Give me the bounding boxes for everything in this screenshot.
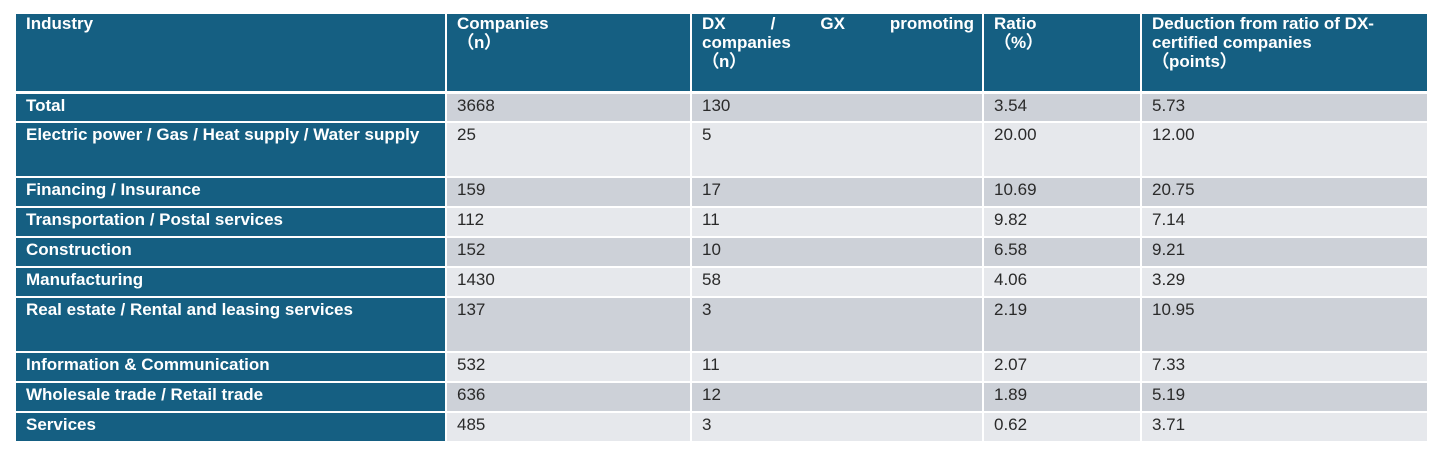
industry-cell: Construction xyxy=(16,237,447,268)
companies-cell: 152 xyxy=(446,237,692,268)
header-deduction: Deduction from ratio of DX- certified co… xyxy=(1141,14,1427,94)
promoting-cell: 17 xyxy=(691,177,984,208)
header-companies-label: Companies xyxy=(457,14,549,33)
table-row: Electric power / Gas / Heat supply / Wat… xyxy=(16,122,1427,178)
header-promoting-word: DX xyxy=(702,14,726,33)
industry-cell: Total xyxy=(16,92,447,123)
deduction-cell: 7.33 xyxy=(1141,352,1427,383)
header-industry: Industry xyxy=(16,14,447,94)
table-row: Services 485 3 0.62 3.71 xyxy=(16,412,1427,443)
industry-table: Industry Companies （n） DX / GX promoting co… xyxy=(16,14,1427,443)
ratio-cell: 0.62 xyxy=(983,412,1142,443)
ratio-cell: 3.54 xyxy=(983,92,1142,123)
industry-cell: Manufacturing xyxy=(16,267,447,298)
ratio-cell: 6.58 xyxy=(983,237,1142,268)
header-ratio: Ratio （%） xyxy=(983,14,1142,94)
companies-cell: 137 xyxy=(446,297,692,353)
deduction-cell: 9.21 xyxy=(1141,237,1427,268)
industry-cell: Real estate / Rental and leasing service… xyxy=(16,297,447,353)
header-promoting-word: GX xyxy=(820,14,845,33)
header-promoting-word: promoting xyxy=(889,14,974,33)
industry-cell: Transportation / Postal services xyxy=(16,207,447,238)
deduction-cell: 20.75 xyxy=(1141,177,1427,208)
header-ratio-unit: （%） xyxy=(994,33,1044,52)
table-row: Manufacturing 1430 58 4.06 3.29 xyxy=(16,267,1427,298)
deduction-cell: 12.00 xyxy=(1141,122,1427,178)
table-row: Transportation / Postal services 112 11 9.8… xyxy=(16,207,1427,238)
header-promoting-label-2: companies xyxy=(702,33,791,52)
companies-cell: 25 xyxy=(446,122,692,178)
table-row: Real estate / Rental and leasing service… xyxy=(16,297,1427,353)
ratio-cell: 2.19 xyxy=(983,297,1142,353)
table-row: Wholesale trade / Retail trade 636 12 1.89 5… xyxy=(16,382,1427,413)
header-companies-unit: （n） xyxy=(457,33,502,52)
header-deduction-label-2: certified companies xyxy=(1152,33,1312,52)
promoting-cell: 10 xyxy=(691,237,984,268)
industry-cell: Services xyxy=(16,412,447,443)
ratio-cell: 4.06 xyxy=(983,267,1142,298)
ratio-cell: 10.69 xyxy=(983,177,1142,208)
header-promoting: DX / GX promoting companies （n） xyxy=(691,14,984,94)
deduction-cell: 3.71 xyxy=(1141,412,1427,443)
promoting-cell: 3 xyxy=(691,297,984,353)
deduction-cell: 5.73 xyxy=(1141,92,1427,123)
header-deduction-label: Deduction from ratio of DX- xyxy=(1152,14,1374,33)
industry-cell: Wholesale trade / Retail trade xyxy=(16,382,447,413)
ratio-cell: 9.82 xyxy=(983,207,1142,238)
companies-cell: 532 xyxy=(446,352,692,383)
promoting-cell: 11 xyxy=(691,207,984,238)
header-promoting-word: / xyxy=(770,14,776,33)
industry-cell: Information & Communication xyxy=(16,352,447,383)
header-ratio-label: Ratio xyxy=(994,14,1037,33)
ratio-cell: 1.89 xyxy=(983,382,1142,413)
table-body: Total 3668 130 3.54 5.73 Electric power / Gas… xyxy=(16,92,1427,443)
industry-cell: Financing / Insurance xyxy=(16,177,447,208)
table-row: Information & Communication 532 11 2.07 7.33 xyxy=(16,352,1427,383)
companies-cell: 1430 xyxy=(446,267,692,298)
promoting-cell: 58 xyxy=(691,267,984,298)
table-row: Construction 152 10 6.58 9.21 xyxy=(16,237,1427,268)
table-row: Financing / Insurance 159 17 10.69 20.75 xyxy=(16,177,1427,208)
ratio-cell: 2.07 xyxy=(983,352,1142,383)
header-deduction-unit: （points） xyxy=(1152,52,1237,71)
header-promoting-label: DX / GX promoting xyxy=(702,14,974,33)
header-companies: Companies （n） xyxy=(446,14,692,94)
table-header-row: Industry Companies （n） DX / GX promoting co… xyxy=(16,14,1427,94)
companies-cell: 112 xyxy=(446,207,692,238)
promoting-cell: 11 xyxy=(691,352,984,383)
deduction-cell: 5.19 xyxy=(1141,382,1427,413)
companies-cell: 485 xyxy=(446,412,692,443)
deduction-cell: 3.29 xyxy=(1141,267,1427,298)
promoting-cell: 12 xyxy=(691,382,984,413)
header-promoting-unit: （n） xyxy=(702,52,747,71)
header-industry-label: Industry xyxy=(26,14,94,33)
table-row: Total 3668 130 3.54 5.73 xyxy=(16,92,1427,123)
deduction-cell: 7.14 xyxy=(1141,207,1427,238)
industry-cell: Electric power / Gas / Heat supply / Wat… xyxy=(16,122,447,178)
promoting-cell: 5 xyxy=(691,122,984,178)
ratio-cell: 20.00 xyxy=(983,122,1142,178)
companies-cell: 636 xyxy=(446,382,692,413)
companies-cell: 3668 xyxy=(446,92,692,123)
companies-cell: 159 xyxy=(446,177,692,208)
deduction-cell: 10.95 xyxy=(1141,297,1427,353)
promoting-cell: 3 xyxy=(691,412,984,443)
promoting-cell: 130 xyxy=(691,92,984,123)
